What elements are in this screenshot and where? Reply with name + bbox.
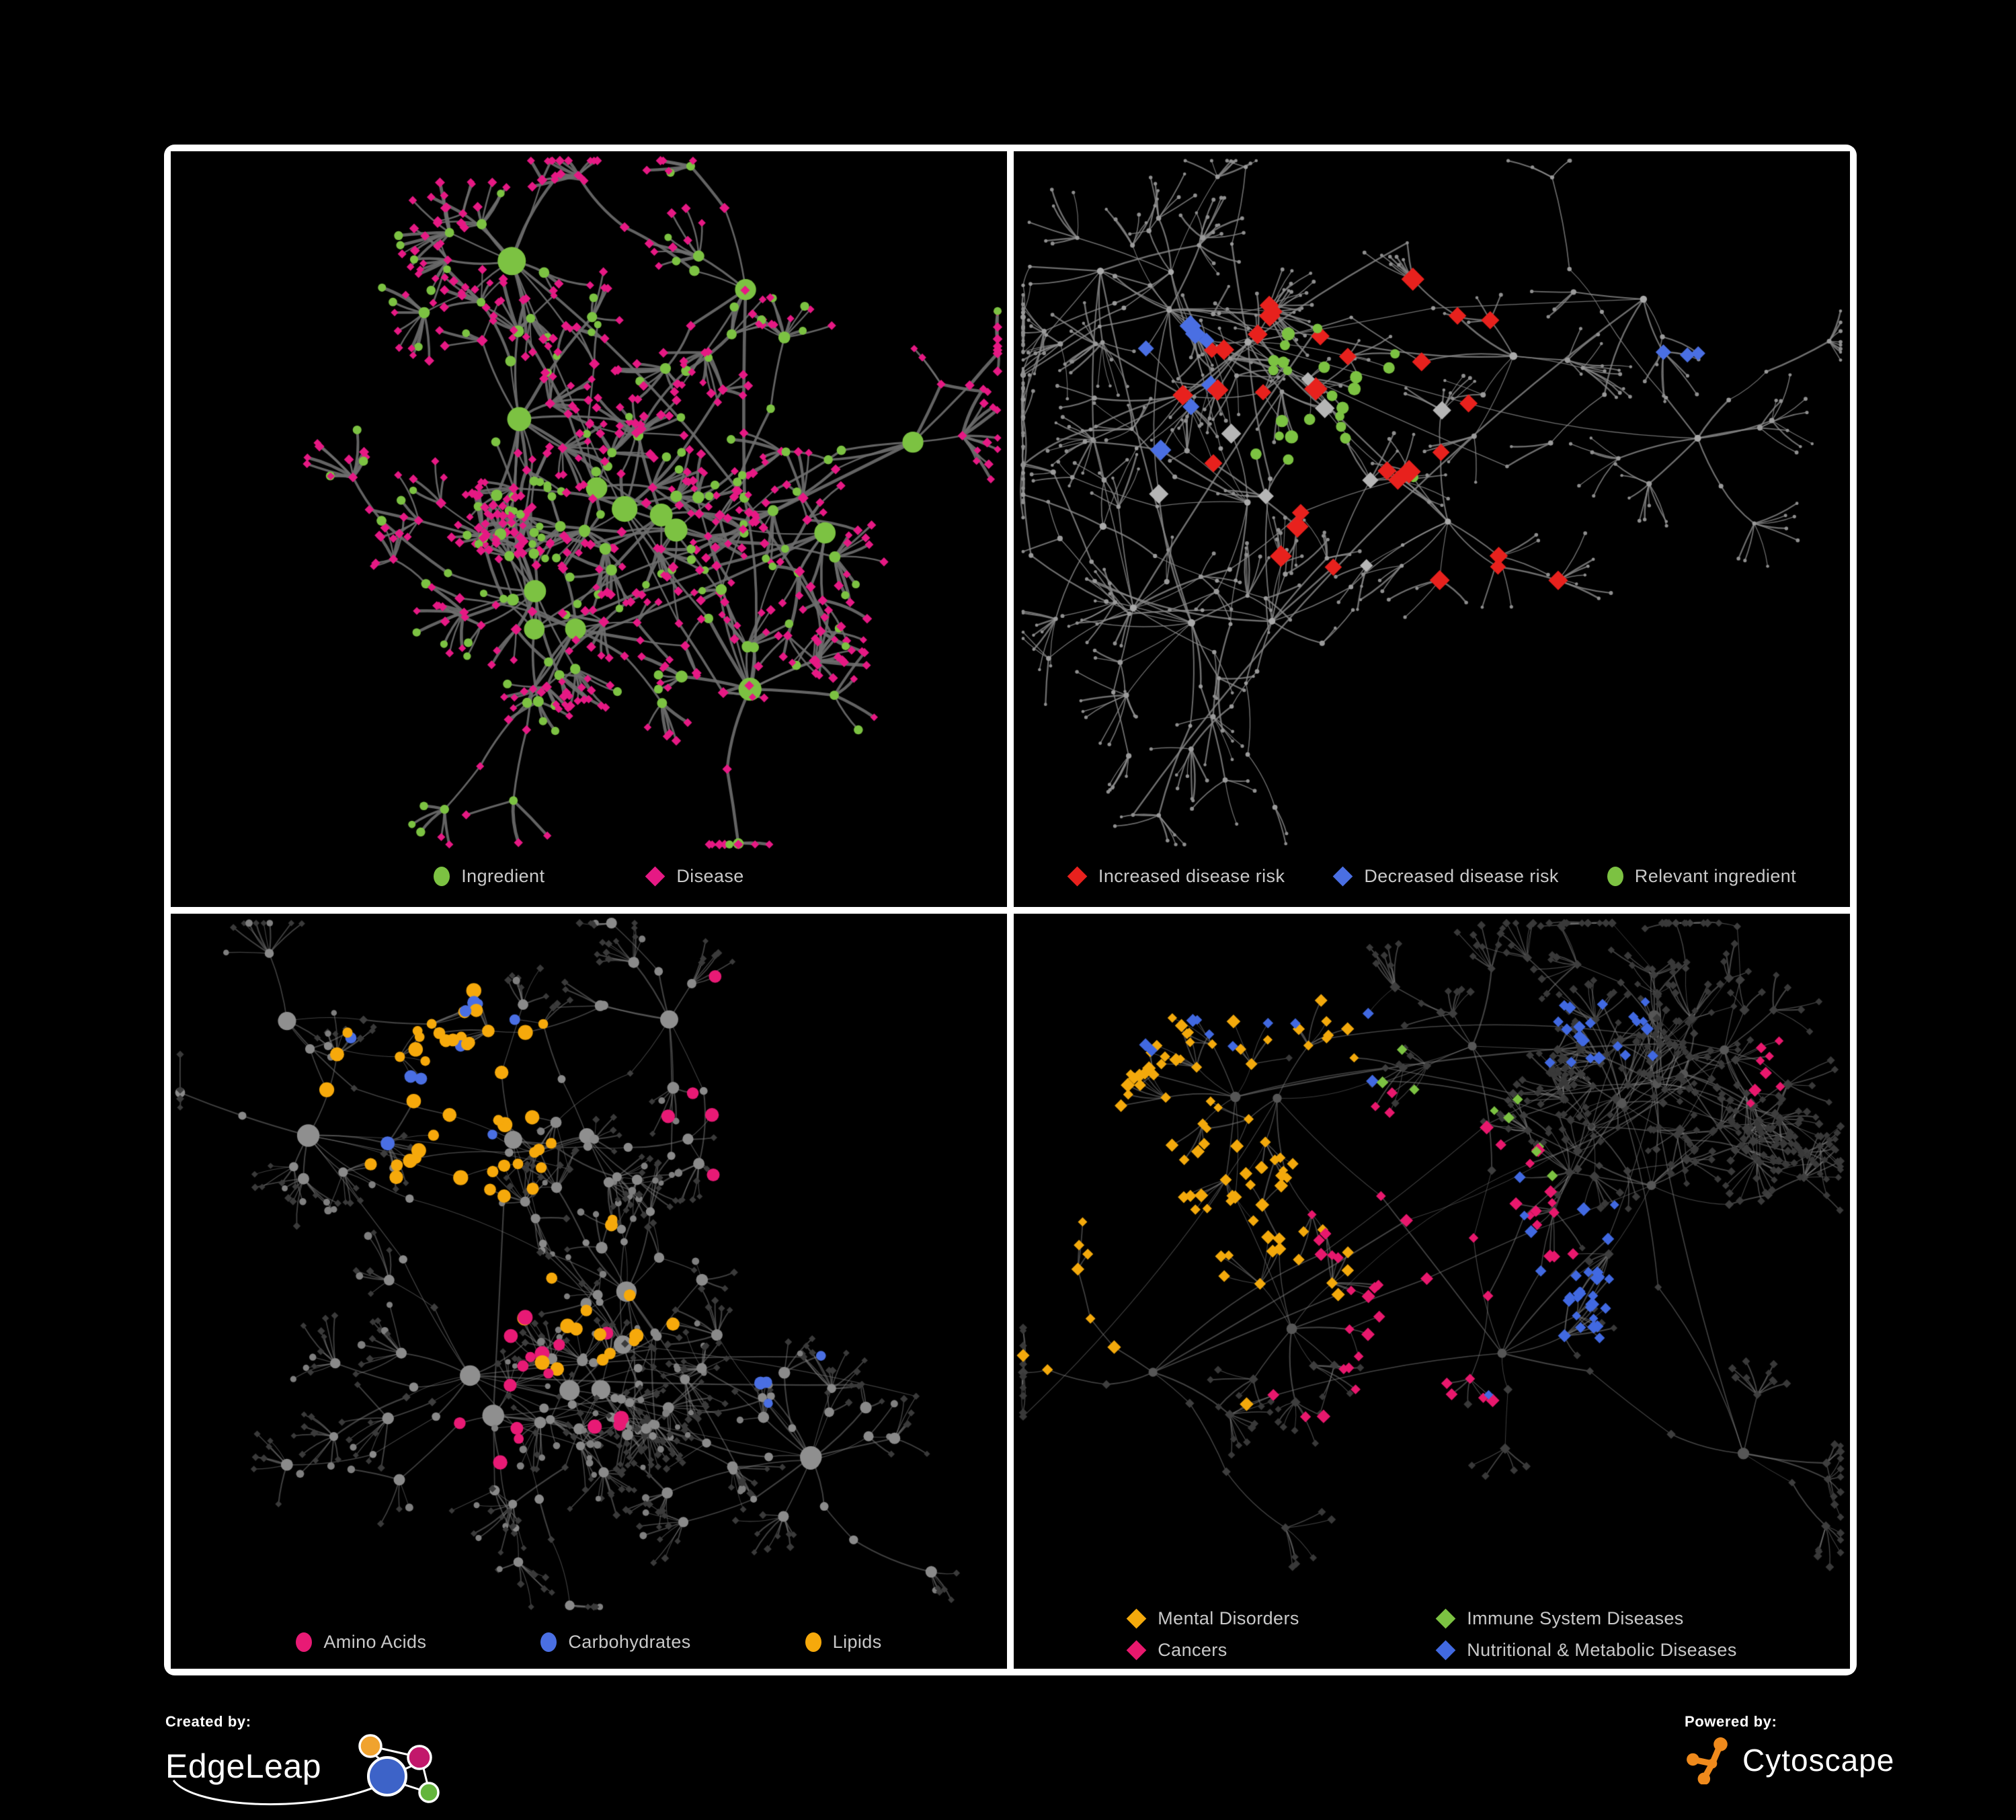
network-canvas-disease-risk <box>1014 151 1850 854</box>
disease-diamond-icon <box>645 866 666 886</box>
figure-frame: Ingredient Disease Increased disease ris… <box>164 145 1857 1675</box>
legend-ingredient-disease: Ingredient Disease <box>171 866 1007 887</box>
cytoscape-logo-text: Cytoscape <box>1742 1743 1895 1778</box>
legend-ingredient-classes: Amino Acids Carbohydrates Lipids <box>171 1632 1007 1653</box>
edgeleap-logo-text: EdgeLeap <box>165 1747 322 1785</box>
legend-item-relevant-ingredient: Relevant ingredient <box>1607 866 1796 887</box>
carbohydrates-circle-icon <box>540 1632 557 1652</box>
decreased-risk-diamond-icon <box>1333 866 1353 886</box>
legend-item-mental-disorders: Mental Disorders <box>1126 1608 1375 1629</box>
network-canvas-ingredient-classes <box>171 913 1007 1616</box>
lipids-circle-icon <box>805 1632 821 1652</box>
legend-item-decreased-risk: Decreased disease risk <box>1333 866 1558 887</box>
edgeleap-branding: Created by: EdgeLeap <box>165 1713 461 1813</box>
legend-label-disease: Disease <box>676 865 744 886</box>
legend-label-carbohydrates: Carbohydrates <box>568 1632 691 1652</box>
cytoscape-branding: Powered by: Cytoscape <box>1685 1713 1894 1784</box>
legend-item-lipids: Lipids <box>805 1632 882 1653</box>
legend-label-nutritional-metabolic: Nutritional & Metabolic Diseases <box>1467 1640 1737 1660</box>
amino-acids-circle-icon <box>296 1632 313 1652</box>
panel-disease-classes: Mental Disorders Immune System Diseases … <box>1014 913 1850 1669</box>
panel-disease-risk: Increased disease risk Decreased disease… <box>1014 151 1850 907</box>
edgeleap-logo-graphic <box>172 1734 440 1806</box>
legend-item-nutritional-metabolic: Nutritional & Metabolic Diseases <box>1435 1640 1737 1661</box>
legend-disease-classes: Mental Disorders Immune System Diseases … <box>1014 1608 1850 1661</box>
cancers-diamond-icon <box>1126 1640 1147 1661</box>
edgeleap-node-blue <box>367 1756 407 1796</box>
legend-item-disease: Disease <box>645 866 743 887</box>
legend-label-cancers: Cancers <box>1158 1640 1227 1660</box>
relevant-ingredient-circle-icon <box>1607 866 1623 886</box>
legend-item-carbohydrates: Carbohydrates <box>540 1632 690 1653</box>
mental-disorders-diamond-icon <box>1126 1608 1147 1629</box>
panel-ingredient-disease: Ingredient Disease <box>171 151 1007 907</box>
legend-label-lipids: Lipids <box>832 1632 882 1652</box>
legend-label-immune-diseases: Immune System Diseases <box>1467 1608 1684 1628</box>
legend-item-increased-risk: Increased disease risk <box>1067 866 1285 887</box>
powered-by-label: Powered by: <box>1685 1713 1777 1730</box>
cytoscape-logo-icon <box>1687 1737 1728 1784</box>
network-canvas-disease-classes <box>1014 913 1850 1616</box>
legend-label-increased-risk: Increased disease risk <box>1098 865 1285 886</box>
increased-risk-diamond-icon <box>1067 866 1088 886</box>
edgeleap-logo: EdgeLeap <box>165 1732 461 1813</box>
legend-label-ingredient: Ingredient <box>461 865 545 886</box>
legend-item-cancers: Cancers <box>1126 1640 1375 1661</box>
immune-diseases-diamond-icon <box>1435 1608 1456 1629</box>
panel-ingredient-classes: Amino Acids Carbohydrates Lipids <box>171 913 1007 1669</box>
legend-label-decreased-risk: Decreased disease risk <box>1364 865 1559 886</box>
legend-label-amino-acids: Amino Acids <box>323 1632 427 1652</box>
legend-item-ingredient: Ingredient <box>434 866 545 887</box>
legend-label-relevant-ingredient: Relevant ingredient <box>1634 865 1797 886</box>
nutritional-metabolic-diamond-icon <box>1435 1640 1456 1661</box>
legend-item-immune-diseases: Immune System Diseases <box>1435 1608 1736 1629</box>
edgeleap-node-green <box>418 1782 440 1803</box>
network-canvas-ingredient-disease <box>171 151 1007 854</box>
legend-disease-risk: Increased disease risk Decreased disease… <box>1014 866 1850 887</box>
legend-label-mental-disorders: Mental Disorders <box>1158 1608 1299 1628</box>
edgeleap-node-orange <box>358 1734 382 1758</box>
edgeleap-node-pink <box>407 1745 432 1770</box>
created-by-label: Created by: <box>165 1713 251 1730</box>
ingredient-circle-icon <box>434 866 450 886</box>
legend-item-amino-acids: Amino Acids <box>296 1632 426 1653</box>
